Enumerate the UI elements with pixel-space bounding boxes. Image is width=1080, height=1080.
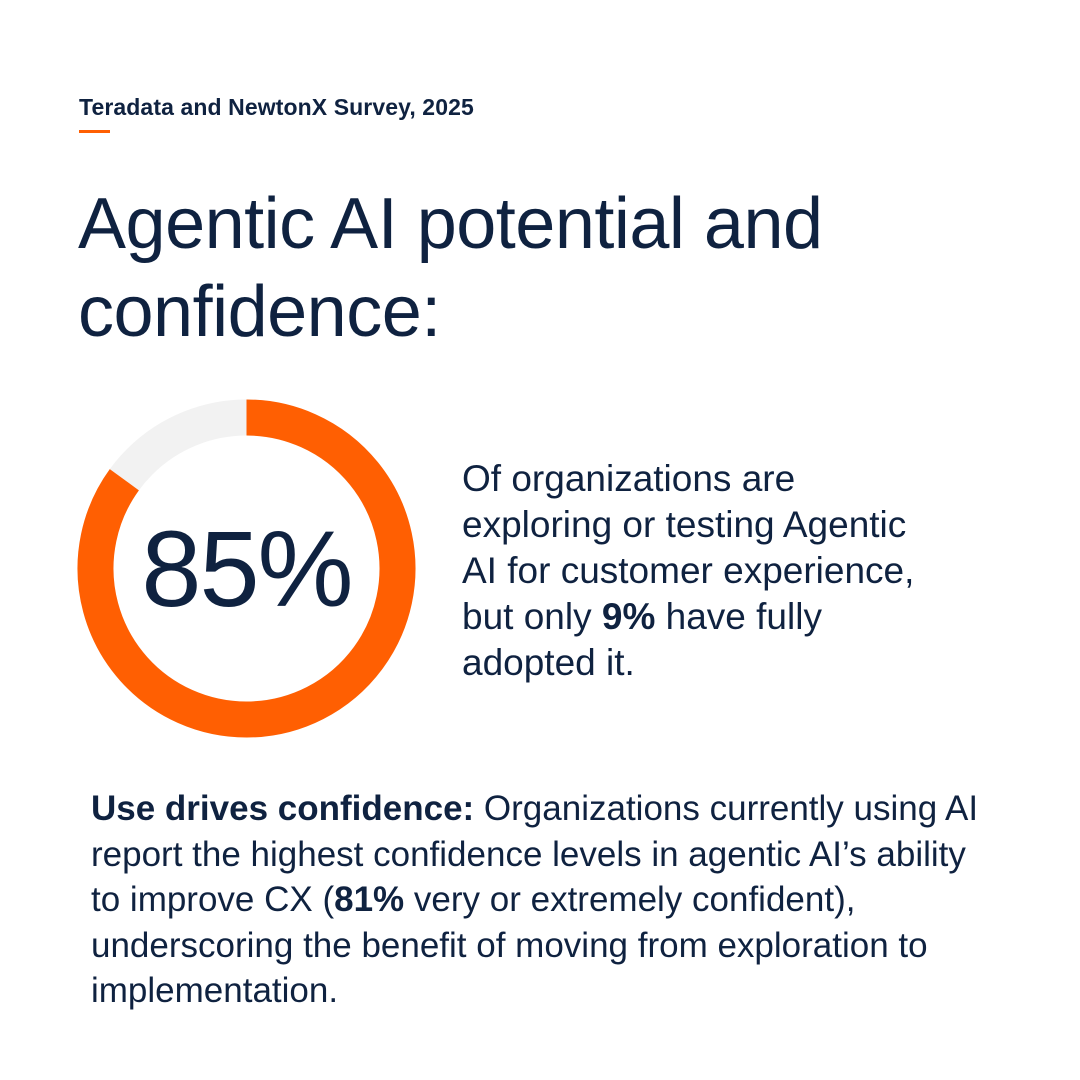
stat-text-after: have fully adopted it. (462, 596, 822, 683)
survey-source: Teradata and NewtonX Survey, 2025 (79, 94, 474, 120)
stat-highlight: 9% (601, 596, 656, 637)
footer-text-after: very or extremely confident), underscori… (91, 880, 928, 1010)
title-line-1: Agentic AI potential and (78, 184, 823, 264)
page-title: Agentic AI potential and confidence: (78, 180, 978, 356)
footer-highlight: 81% (334, 880, 405, 919)
stat-text-before: Of organizations are exploring or testin… (462, 458, 915, 637)
footer-lead: Use drives confidence: (91, 789, 475, 828)
donut-chart (77, 399, 416, 738)
donut-value-arc (77, 399, 416, 738)
accent-rule (79, 130, 110, 133)
stat-description: Of organizations are exploring or testin… (462, 456, 932, 686)
title-line-2: confidence: (78, 272, 441, 352)
footer-paragraph: Use drives confidence: Organizations cur… (91, 786, 991, 1014)
footer-text-before: Organizations currently using AI report … (91, 789, 979, 919)
